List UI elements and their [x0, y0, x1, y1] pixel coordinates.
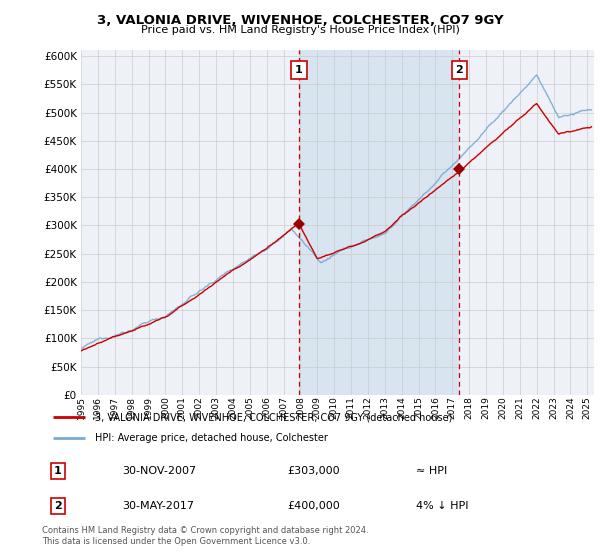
Text: £400,000: £400,000 — [287, 501, 340, 511]
Bar — [299, 50, 459, 395]
Text: ≈ HPI: ≈ HPI — [416, 466, 447, 476]
Text: 4% ↓ HPI: 4% ↓ HPI — [416, 501, 468, 511]
Text: £303,000: £303,000 — [287, 466, 340, 476]
Text: 2: 2 — [54, 501, 62, 511]
Text: 30-NOV-2007: 30-NOV-2007 — [122, 466, 196, 476]
Text: 3, VALONIA DRIVE, WIVENHOE, COLCHESTER, CO7 9GY: 3, VALONIA DRIVE, WIVENHOE, COLCHESTER, … — [97, 14, 503, 27]
Text: 3, VALONIA DRIVE, WIVENHOE, COLCHESTER, CO7 9GY (detached house): 3, VALONIA DRIVE, WIVENHOE, COLCHESTER, … — [95, 412, 453, 422]
Text: Price paid vs. HM Land Registry's House Price Index (HPI): Price paid vs. HM Land Registry's House … — [140, 25, 460, 35]
Text: 2: 2 — [455, 65, 463, 75]
Text: Contains HM Land Registry data © Crown copyright and database right 2024.
This d: Contains HM Land Registry data © Crown c… — [42, 526, 368, 546]
Text: 1: 1 — [54, 466, 62, 476]
Text: 1: 1 — [295, 65, 303, 75]
Text: 30-MAY-2017: 30-MAY-2017 — [122, 501, 194, 511]
Text: HPI: Average price, detached house, Colchester: HPI: Average price, detached house, Colc… — [95, 433, 328, 444]
